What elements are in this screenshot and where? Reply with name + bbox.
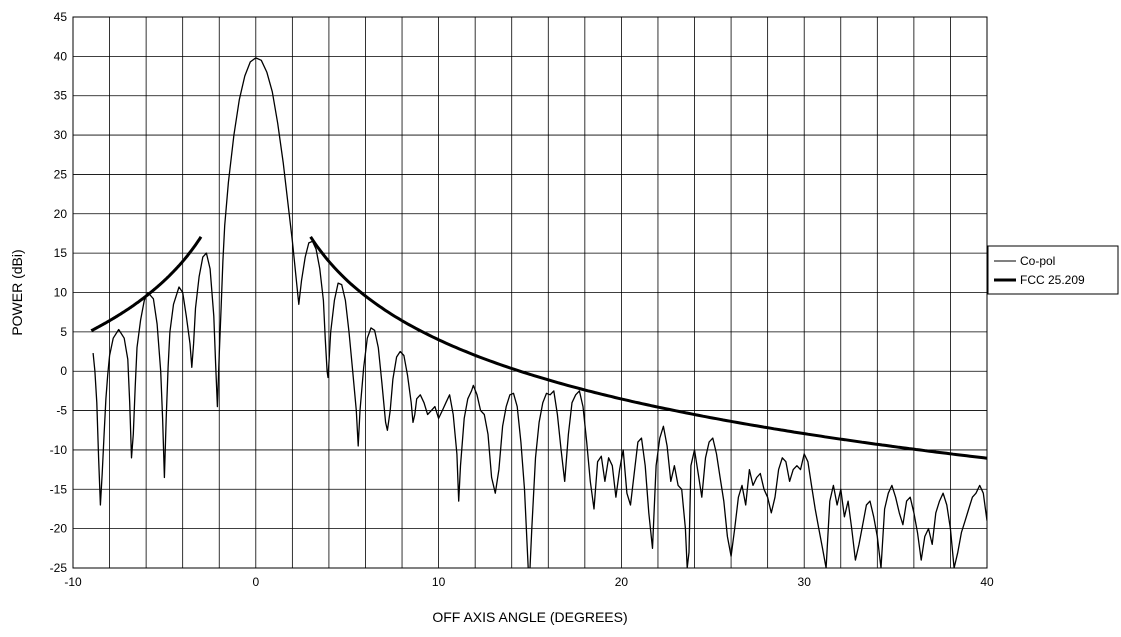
- y-tick-label: -25: [50, 561, 68, 575]
- y-tick-label: 20: [54, 207, 68, 221]
- x-tick-labels: -10 0 10 20 30 40: [64, 575, 994, 589]
- y-tick-label: 10: [54, 286, 68, 300]
- grid-lines: [72, 16, 988, 569]
- x-tick-label: 20: [615, 575, 629, 589]
- legend-label-co-pol: Co-pol: [1020, 254, 1055, 268]
- y-tick-label: -20: [50, 522, 68, 536]
- y-tick-label: 0: [60, 364, 67, 378]
- y-tick-label: 5: [60, 325, 67, 339]
- y-tick-label: 25: [54, 167, 68, 181]
- x-tick-label: 10: [432, 575, 446, 589]
- y-tick-label: 15: [54, 246, 68, 260]
- y-tick-label: -10: [50, 443, 68, 457]
- y-tick-label: 30: [54, 128, 68, 142]
- x-tick-label: 30: [798, 575, 812, 589]
- plot-area-frame: [72, 16, 988, 569]
- legend-label-fcc: FCC 25.209: [1020, 273, 1085, 287]
- y-tick-label: -15: [50, 482, 68, 496]
- y-tick-label: 45: [54, 10, 68, 24]
- series-fcc-line-segment-0: [90, 235, 203, 332]
- x-tick-label: 0: [252, 575, 259, 589]
- x-tick-label: -10: [64, 575, 82, 589]
- y-tick-label: 40: [54, 49, 68, 63]
- x-tick-label: 40: [980, 575, 994, 589]
- series-fcc-line-segment-1: [309, 235, 988, 460]
- series-lines: [90, 57, 988, 568]
- x-axis-title: OFF AXIS ANGLE (DEGREES): [432, 609, 627, 625]
- y-tick-label: -5: [56, 404, 67, 418]
- y-tick-label: 35: [54, 89, 68, 103]
- legend-box: [987, 245, 1119, 295]
- legend: Co-pol FCC 25.209: [987, 245, 1119, 295]
- y-tick-labels: -25 -20 -15 -10 -5 0 5 10 15 20 25 30 35 40 45: [50, 10, 68, 575]
- y-axis-title: POWER (dBi): [9, 249, 25, 335]
- series-co-pol-line: [92, 57, 987, 568]
